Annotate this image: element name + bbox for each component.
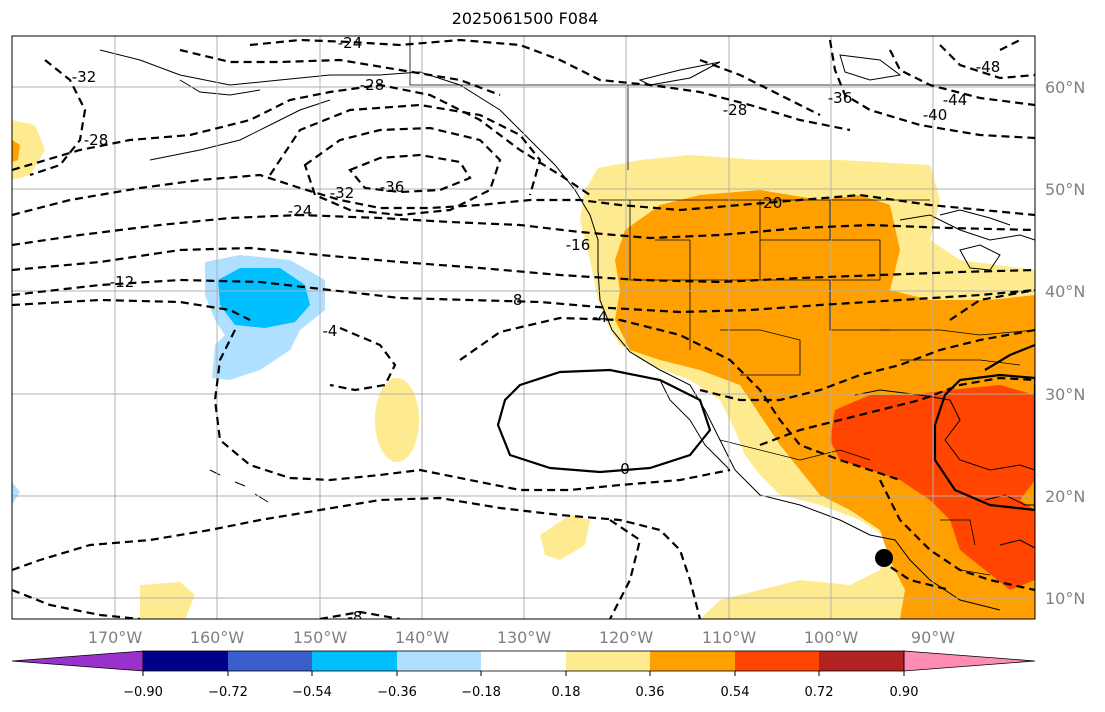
colorbar-tick-label: −0.18 bbox=[461, 685, 501, 700]
lon-label: 160°W bbox=[190, 628, 245, 647]
contour-label: -16 bbox=[566, 236, 591, 254]
colorbar-tick-label: 0.18 bbox=[552, 685, 581, 700]
graticule bbox=[12, 36, 1035, 619]
lon-label: 90°W bbox=[911, 628, 955, 647]
contour-label: -28 bbox=[723, 101, 748, 119]
lat-label: 50°N bbox=[1045, 180, 1085, 199]
anomaly-fill-negative-blue bbox=[218, 268, 310, 328]
contour-label: -32 bbox=[330, 184, 355, 202]
lat-label: 20°N bbox=[1045, 487, 1085, 506]
colorbar-tick-label: 0.72 bbox=[805, 685, 834, 700]
contour-label: -36 bbox=[380, 178, 405, 196]
contour-label: -12 bbox=[110, 273, 135, 291]
anomaly-fill-positive-orange bbox=[615, 190, 1035, 619]
latitude-labels: 60°N 50°N 40°N 30°N 20°N 10°N bbox=[1045, 78, 1085, 608]
contour-label: -20 bbox=[758, 194, 783, 212]
coastlines bbox=[99, 49, 1035, 611]
contour-label: -40 bbox=[923, 106, 948, 124]
colorbar-tick-label: −0.36 bbox=[377, 685, 417, 700]
contour-label: -28 bbox=[84, 131, 109, 149]
height-contours-dashed bbox=[12, 38, 1035, 619]
colorbar-tick-label: 0.36 bbox=[636, 685, 665, 700]
lat-label: 10°N bbox=[1045, 589, 1085, 608]
colorbar-extend-high bbox=[903, 650, 1036, 672]
lon-label: 130°W bbox=[497, 628, 552, 647]
lat-label: 30°N bbox=[1045, 385, 1085, 404]
contour-label: -8 bbox=[348, 608, 363, 626]
anomaly-fill-lightblue-edge bbox=[12, 482, 20, 505]
colorbar-bin bbox=[312, 651, 397, 671]
contour-label: -4 bbox=[593, 308, 608, 326]
contour-label: -32 bbox=[72, 68, 97, 86]
map-title: 2025061500 F084 bbox=[451, 9, 599, 28]
colorbar-ticks bbox=[142, 671, 905, 676]
colorbar-bin bbox=[397, 651, 481, 671]
longitude-labels: 170°W 160°W 150°W 140°W 130°W 120°W 110°… bbox=[88, 628, 955, 647]
political-borders bbox=[409, 36, 1035, 576]
contour-label: -4 bbox=[323, 322, 338, 340]
anomaly-fill-west-yellow bbox=[12, 120, 45, 180]
colorbar-tick-label: 0.54 bbox=[721, 685, 750, 700]
colorbar: −0.90 −0.72 −0.54 −0.36 −0.18 0.18 0.36 … bbox=[11, 650, 1036, 700]
contour-label: -48 bbox=[976, 58, 1001, 76]
anomaly-fill-yellow-blob-sw bbox=[140, 582, 195, 619]
anomaly-fills bbox=[12, 120, 1035, 619]
location-marker bbox=[875, 549, 893, 567]
colorbar-bin bbox=[735, 651, 819, 671]
lat-label: 40°N bbox=[1045, 282, 1085, 301]
lat-label: 60°N bbox=[1045, 78, 1085, 97]
colorbar-tick-label: −0.90 bbox=[123, 685, 163, 700]
colorbar-tick-label: −0.54 bbox=[292, 685, 332, 700]
colorbar-bin bbox=[481, 651, 566, 671]
lon-label: 120°W bbox=[599, 628, 654, 647]
lon-label: 110°W bbox=[702, 628, 757, 647]
height-contours-solid bbox=[496, 343, 1035, 512]
anomaly-fill-west-orange bbox=[12, 140, 20, 162]
colorbar-tick-label: −0.72 bbox=[208, 685, 248, 700]
contour-label: -24 bbox=[288, 202, 313, 220]
contour-label: -8 bbox=[508, 291, 523, 309]
contour-label: -36 bbox=[828, 89, 853, 107]
contour-label: 0 bbox=[620, 460, 630, 478]
colorbar-bin bbox=[566, 651, 650, 671]
colorbar-outline bbox=[142, 650, 905, 672]
colorbar-tick-label: 0.90 bbox=[890, 685, 919, 700]
map-frame bbox=[11, 35, 1036, 620]
colorbar-bin bbox=[819, 651, 904, 671]
contour-label: -28 bbox=[360, 76, 385, 94]
colorbar-bin bbox=[143, 651, 228, 671]
lon-label: 100°W bbox=[804, 628, 859, 647]
colorbar-extend-low bbox=[11, 650, 144, 672]
anomaly-fill-yellow-blob-south bbox=[540, 515, 590, 560]
anomaly-fill-yellow-blob-central bbox=[375, 378, 419, 462]
contour-label: -44 bbox=[943, 91, 968, 109]
lon-label: 150°W bbox=[293, 628, 348, 647]
colorbar-bin bbox=[650, 651, 735, 671]
colorbar-bin bbox=[228, 651, 312, 671]
contour-labels: -24 -28 -32 -28 -36 -32 -24 -12 -4 -8 -1… bbox=[72, 34, 1001, 626]
lon-label: 170°W bbox=[88, 628, 143, 647]
contour-label: -24 bbox=[338, 34, 363, 52]
lon-label: 140°W bbox=[395, 628, 450, 647]
